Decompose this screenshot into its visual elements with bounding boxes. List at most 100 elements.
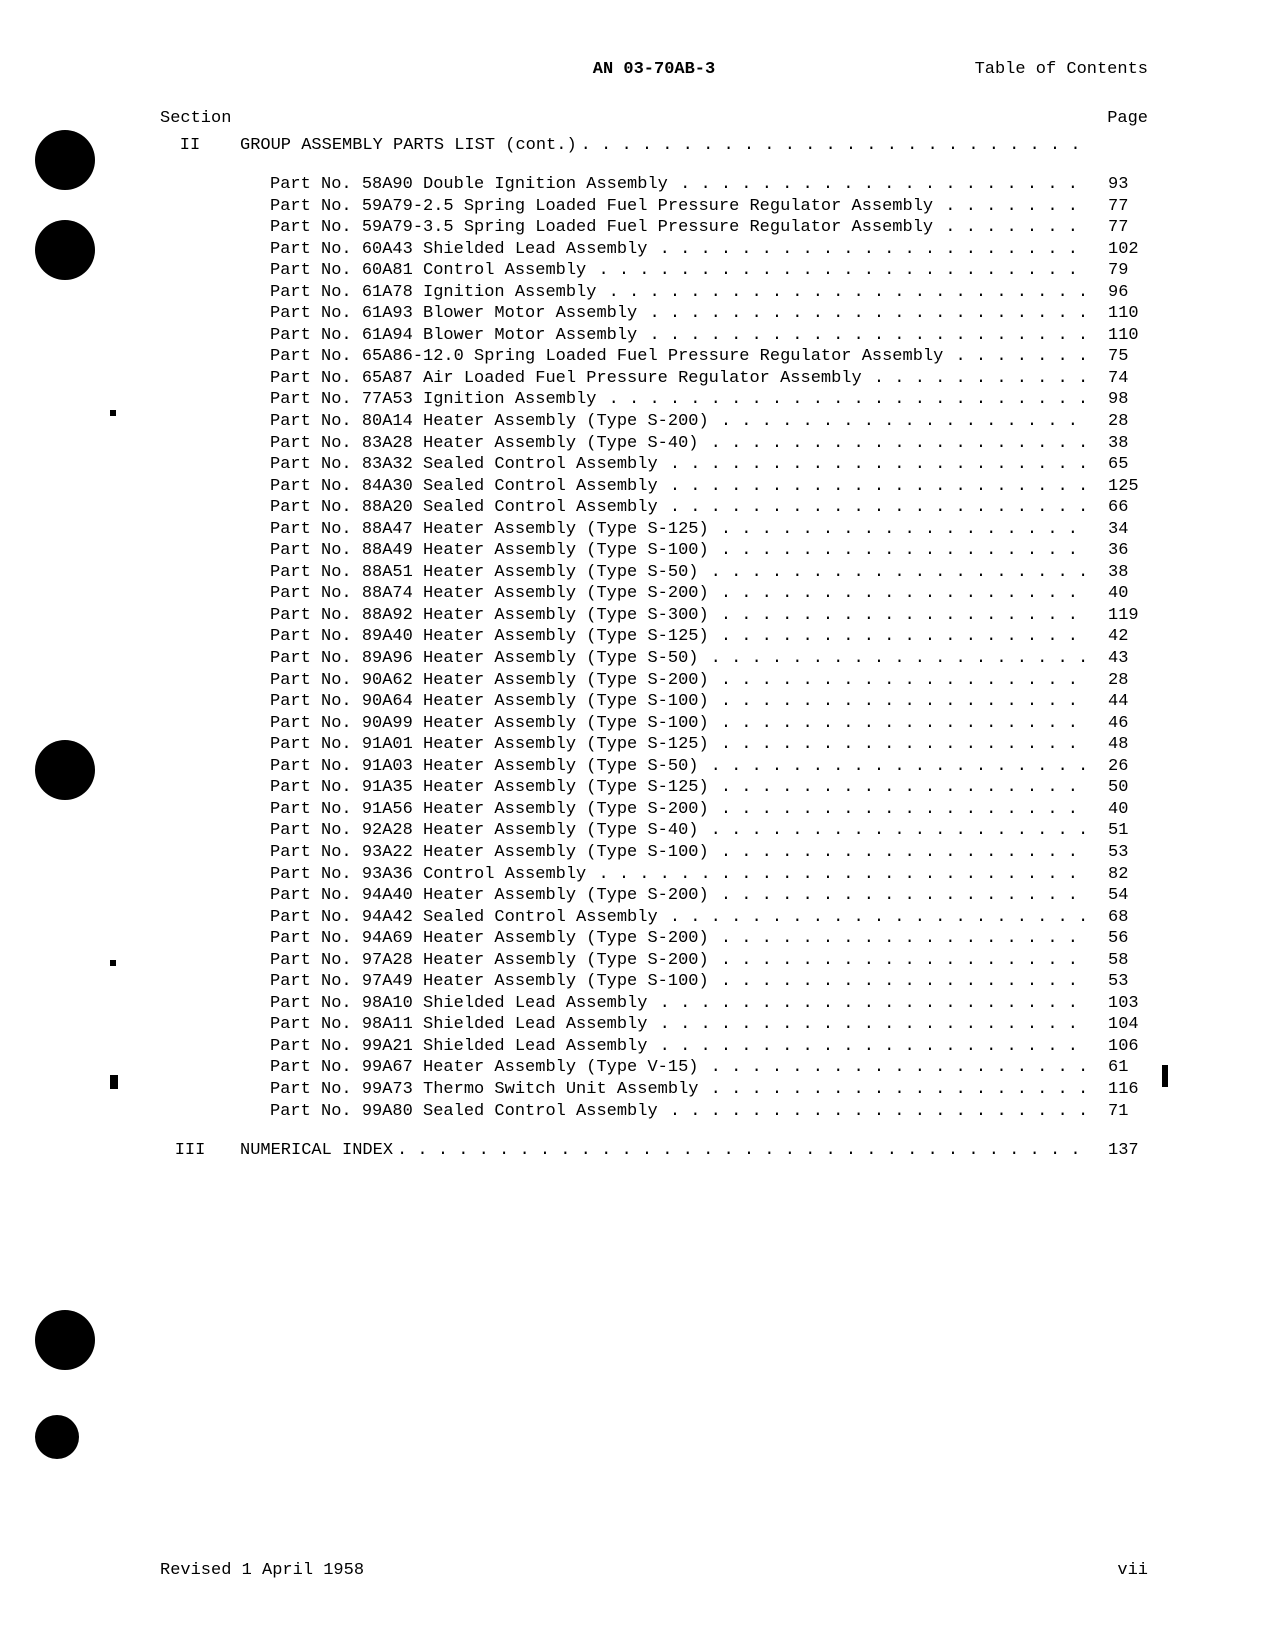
- entry-page: 50: [1088, 778, 1148, 798]
- punch-hole: [35, 130, 95, 190]
- entry-text: Part No. 91A01 Heater Assembly (Type S-1…: [270, 735, 1088, 755]
- entry-page: 125: [1088, 477, 1148, 497]
- punch-hole: [35, 1415, 79, 1459]
- entry-page: 77: [1088, 218, 1148, 238]
- entry-page: 98: [1088, 390, 1148, 410]
- toc-entry: Part No. 98A10 Shielded Lead Assembly103: [160, 994, 1148, 1014]
- entry-page: 82: [1088, 865, 1148, 885]
- entry-page: 106: [1088, 1037, 1148, 1057]
- toc-entry: Part No. 84A30 Sealed Control Assembly12…: [160, 477, 1148, 497]
- toc-entry: Part No. 77A53 Ignition Assembly98: [160, 390, 1148, 410]
- entry-page: 103: [1088, 994, 1148, 1014]
- entry-text: Part No. 61A94 Blower Motor Assembly: [270, 326, 1088, 346]
- entry-page: 66: [1088, 498, 1148, 518]
- entry-page: 54: [1088, 886, 1148, 906]
- revised-date: Revised 1 April 1958: [160, 1561, 364, 1580]
- entry-page: 65: [1088, 455, 1148, 475]
- toc-entry: Part No. 94A42 Sealed Control Assembly68: [160, 908, 1148, 928]
- entry-text: Part No. 91A03 Heater Assembly (Type S-5…: [270, 757, 1088, 777]
- entry-page: 40: [1088, 800, 1148, 820]
- entry-page: 110: [1088, 326, 1148, 346]
- entry-text: Part No. 99A21 Shielded Lead Assembly: [270, 1037, 1088, 1057]
- entry-page: 43: [1088, 649, 1148, 669]
- entry-text: Part No. 93A36 Control Assembly: [270, 865, 1088, 885]
- entry-page: 79: [1088, 261, 1148, 281]
- toc-entry: Part No. 80A14 Heater Assembly (Type S-2…: [160, 412, 1148, 432]
- toc-entry: Part No. 92A28 Heater Assembly (Type S-4…: [160, 821, 1148, 841]
- toc-entry: Part No. 88A20 Sealed Control Assembly66: [160, 498, 1148, 518]
- toc-entry: Part No. 99A21 Shielded Lead Assembly106: [160, 1037, 1148, 1057]
- entry-text: Part No. 59A79-3.5 Spring Loaded Fuel Pr…: [270, 218, 1088, 238]
- entry-text: Part No. 99A80 Sealed Control Assembly: [270, 1102, 1088, 1122]
- entry-text: Part No. 91A56 Heater Assembly (Type S-2…: [270, 800, 1088, 820]
- section-column-header: Section: [160, 109, 231, 128]
- toc-entry: Part No. 90A99 Heater Assembly (Type S-1…: [160, 714, 1148, 734]
- toc-container: IIGROUP ASSEMBLY PARTS LIST (cont.) Part…: [160, 136, 1148, 1160]
- toc-entry: Part No. 91A03 Heater Assembly (Type S-5…: [160, 757, 1148, 777]
- entry-page: 116: [1088, 1080, 1148, 1100]
- toc-entry: Part No. 99A67 Heater Assembly (Type V-1…: [160, 1058, 1148, 1078]
- entry-text: Part No. 65A86-12.0 Spring Loaded Fuel P…: [270, 347, 1088, 367]
- toc-entry: Part No. 61A78 Ignition Assembly96: [160, 283, 1148, 303]
- entry-page: 28: [1088, 671, 1148, 691]
- entry-text: Part No. 94A69 Heater Assembly (Type S-2…: [270, 929, 1088, 949]
- page-footer: Revised 1 April 1958 vii: [160, 1561, 1148, 1580]
- punch-hole: [35, 740, 95, 800]
- entry-text: Part No. 58A90 Double Ignition Assembly: [270, 175, 1088, 195]
- section-number: III: [160, 1141, 240, 1160]
- section-title: NUMERICAL INDEX: [240, 1141, 1088, 1160]
- entry-text: Part No. 91A35 Heater Assembly (Type S-1…: [270, 778, 1088, 798]
- toc-entry: Part No. 83A28 Heater Assembly (Type S-4…: [160, 434, 1148, 454]
- entry-text: Part No. 90A62 Heater Assembly (Type S-2…: [270, 671, 1088, 691]
- entry-text: Part No. 59A79-2.5 Spring Loaded Fuel Pr…: [270, 197, 1088, 217]
- punch-hole: [35, 1310, 95, 1370]
- toc-entry: Part No. 99A73 Thermo Switch Unit Assemb…: [160, 1080, 1148, 1100]
- entry-page: 40: [1088, 584, 1148, 604]
- entry-text: Part No. 88A74 Heater Assembly (Type S-2…: [270, 584, 1088, 604]
- entry-page: 26: [1088, 757, 1148, 777]
- entry-text: Part No. 80A14 Heater Assembly (Type S-2…: [270, 412, 1088, 432]
- toc-entry: Part No. 88A47 Heater Assembly (Type S-1…: [160, 520, 1148, 540]
- scan-artifact: [110, 410, 116, 416]
- toc-entry: Part No. 99A80 Sealed Control Assembly71: [160, 1102, 1148, 1122]
- entry-text: Part No. 99A67 Heater Assembly (Type V-1…: [270, 1058, 1088, 1078]
- entry-text: Part No. 65A87 Air Loaded Fuel Pressure …: [270, 369, 1088, 389]
- entry-page: 119: [1088, 606, 1148, 626]
- toc-entry: Part No. 83A32 Sealed Control Assembly65: [160, 455, 1148, 475]
- entry-text: Part No. 83A32 Sealed Control Assembly: [270, 455, 1088, 475]
- entry-page: 36: [1088, 541, 1148, 561]
- toc-entry: Part No. 60A43 Shielded Lead Assembly102: [160, 240, 1148, 260]
- toc-entry: Part No. 89A96 Heater Assembly (Type S-5…: [160, 649, 1148, 669]
- toc-entry: Part No. 60A81 Control Assembly79: [160, 261, 1148, 281]
- entry-text: Part No. 77A53 Ignition Assembly: [270, 390, 1088, 410]
- entry-page: 104: [1088, 1015, 1148, 1035]
- toc-entry: Part No. 97A28 Heater Assembly (Type S-2…: [160, 951, 1148, 971]
- document-title: Table of Contents: [975, 60, 1148, 79]
- toc-entry: Part No. 91A01 Heater Assembly (Type S-1…: [160, 735, 1148, 755]
- entry-page: 58: [1088, 951, 1148, 971]
- entry-text: Part No. 88A20 Sealed Control Assembly: [270, 498, 1088, 518]
- entry-text: Part No. 98A10 Shielded Lead Assembly: [270, 994, 1088, 1014]
- entry-text: Part No. 60A81 Control Assembly: [270, 261, 1088, 281]
- entry-page: 77: [1088, 197, 1148, 217]
- document-number: AN 03-70AB-3: [593, 60, 715, 79]
- toc-entry: Part No. 88A49 Heater Assembly (Type S-1…: [160, 541, 1148, 561]
- entry-page: 56: [1088, 929, 1148, 949]
- toc-entry: Part No. 93A22 Heater Assembly (Type S-1…: [160, 843, 1148, 863]
- entry-text: Part No. 83A28 Heater Assembly (Type S-4…: [270, 434, 1088, 454]
- entry-page: 110: [1088, 304, 1148, 324]
- entry-text: Part No. 89A96 Heater Assembly (Type S-5…: [270, 649, 1088, 669]
- entry-page: 38: [1088, 563, 1148, 583]
- entry-text: Part No. 92A28 Heater Assembly (Type S-4…: [270, 821, 1088, 841]
- toc-entry: Part No. 58A90 Double Ignition Assembly9…: [160, 175, 1148, 195]
- entry-text: Part No. 97A28 Heater Assembly (Type S-2…: [270, 951, 1088, 971]
- page-number-roman: vii: [1117, 1561, 1148, 1580]
- toc-entry: Part No. 88A74 Heater Assembly (Type S-2…: [160, 584, 1148, 604]
- toc-entry: Part No. 91A56 Heater Assembly (Type S-2…: [160, 800, 1148, 820]
- entry-text: Part No. 94A42 Sealed Control Assembly: [270, 908, 1088, 928]
- toc-entry: Part No. 97A49 Heater Assembly (Type S-1…: [160, 972, 1148, 992]
- section-header-row: IIGROUP ASSEMBLY PARTS LIST (cont.): [160, 136, 1148, 155]
- entry-page: 51: [1088, 821, 1148, 841]
- entry-text: Part No. 60A43 Shielded Lead Assembly: [270, 240, 1088, 260]
- toc-entry: Part No. 61A93 Blower Motor Assembly110: [160, 304, 1148, 324]
